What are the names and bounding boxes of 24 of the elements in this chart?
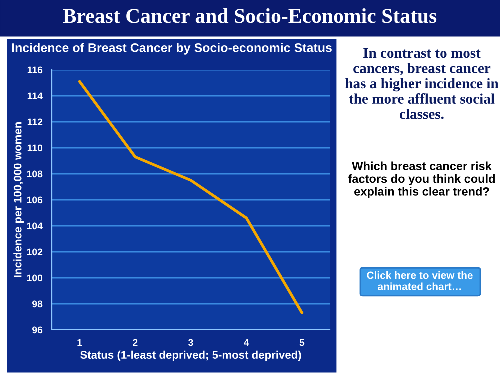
line-series: [78, 80, 304, 314]
x-axis-title: Status (1-least deprived; 5-most deprived): [80, 350, 302, 362]
x-tick-label: 5: [300, 339, 305, 346]
x-tick-label: 1: [78, 339, 82, 346]
y-tick-label: 116: [28, 66, 43, 74]
text: Which breast cancer risk factors do you think could explain this clear trend?: [348, 162, 496, 198]
y-tick-label: 96: [32, 326, 43, 334]
text: Click here to view the animated chart…: [367, 272, 473, 290]
x-tick-label: 3: [188, 339, 194, 346]
x-tick-label: 4: [244, 339, 250, 346]
chart-title: Breast Cancer and Socio-Economic Status: [63, 8, 437, 24]
y-tick-label: 108: [27, 170, 43, 178]
y-tick-label: 112: [28, 118, 43, 126]
x-tick-label: 2: [133, 339, 138, 346]
y-tick-label: 106: [27, 196, 43, 204]
y-axis-title: Incidence per 100,000 women: [14, 122, 24, 278]
y-tick-label: 102: [27, 248, 43, 256]
y-tick-label: 110: [28, 144, 43, 152]
text: In contrast to most cancers, breast cancer has a higher incidence in the more affluent social classes.: [346, 48, 499, 120]
chart-subtitle: Incidence of Breast Cancer by Socio-economic Status: [12, 43, 332, 55]
y-tick-label: 98: [32, 300, 43, 308]
y-tick-label: 100: [27, 274, 43, 282]
y-tick-label: 104: [27, 222, 43, 230]
y-tick-label: 114: [28, 92, 43, 100]
